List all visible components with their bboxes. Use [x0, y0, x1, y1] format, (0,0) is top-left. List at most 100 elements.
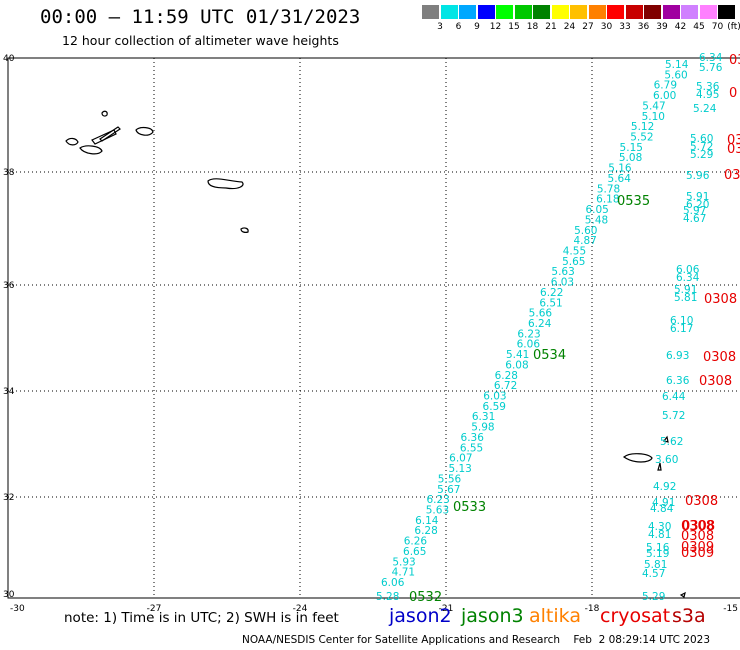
- scale-label: 70: [711, 22, 724, 32]
- swh-value: 6.34: [699, 52, 723, 64]
- pass-time-label: 0309: [681, 546, 714, 561]
- legend-s3a: s3a: [672, 605, 706, 627]
- island-sao-miguel: [207, 178, 244, 190]
- pass-time-label: 0533: [453, 500, 486, 515]
- swh-value: 5.19: [646, 548, 669, 560]
- scale-label: (ft): [727, 22, 740, 32]
- swh-value: 5.28: [376, 591, 399, 603]
- scale-label: 24: [563, 22, 576, 32]
- swh-value: 4.84: [650, 503, 674, 515]
- x-tick-label: -27: [147, 604, 162, 614]
- swh-value: 6.28: [495, 370, 518, 382]
- swh-value: 6.23: [426, 494, 449, 506]
- scale-label: 39: [656, 22, 668, 32]
- legend-jason2: jason2: [389, 605, 452, 627]
- scale-swatch: [533, 5, 550, 19]
- swh-value: 6.03: [551, 277, 574, 289]
- y-tick-label: 38: [3, 168, 15, 178]
- scale-swatch: [477, 5, 495, 19]
- swh-value: 5.14: [665, 59, 689, 71]
- pass-time-label: 030: [727, 142, 740, 157]
- swh-value-labels: 6.064.715.936.656.266.286.145.636.235.67…: [376, 52, 723, 603]
- scale-swatch: [551, 5, 569, 19]
- swh-value: 6.44: [662, 391, 686, 403]
- swh-value: 6.55: [460, 442, 483, 454]
- pass-time-label: 0308: [681, 529, 714, 544]
- scale-label: 6: [455, 22, 462, 32]
- island-desertas: [657, 462, 662, 471]
- scale-label: 15: [508, 22, 520, 32]
- island-faial: [79, 145, 103, 155]
- swh-value: 5.48: [585, 214, 608, 226]
- island-sao-jorge: [99, 126, 121, 142]
- scale-swatch: [514, 5, 532, 19]
- swh-value: 6.07: [449, 453, 472, 465]
- pass-time-label: 030: [724, 168, 740, 183]
- pass-time-label: 0308: [685, 494, 718, 509]
- swh-value: 5.64: [608, 173, 632, 185]
- scale-label: 42: [674, 22, 687, 32]
- footer-note: note: 1) Time is in UTC; 2) SWH is in fe…: [64, 610, 339, 626]
- swh-value: 4.95: [696, 89, 719, 101]
- pass-time-label: 0534: [533, 348, 566, 363]
- swh-value: 5.65: [562, 256, 585, 268]
- swh-value: 5.81: [674, 292, 697, 304]
- swh-value: 5.78: [597, 183, 620, 195]
- swh-value: 6.65: [403, 546, 426, 558]
- y-tick-label: 40: [3, 54, 15, 64]
- axis-tick-labels: -30 -27 -24 -21 -18 -15 30 32 34 36 38 40: [3, 54, 738, 614]
- swh-value: 5.16: [608, 163, 632, 175]
- swh-value: 3.60: [655, 454, 678, 466]
- swh-value: 5.63: [551, 266, 574, 278]
- swh-value: 5.98: [471, 422, 494, 434]
- swh-value: 6.59: [483, 401, 506, 413]
- x-tick-label: -30: [10, 604, 25, 614]
- swh-value: 5.16: [646, 542, 670, 554]
- swh-value: 4.81: [648, 529, 671, 541]
- scale-swatch: [440, 5, 458, 19]
- pass-time-label: 03: [729, 53, 740, 68]
- legend-jason3: jason3: [461, 605, 524, 627]
- map-frame: [7, 57, 740, 599]
- swh-value: 6.05: [585, 204, 608, 216]
- swh-value: 5.62: [660, 436, 683, 448]
- pass-time-labels: 0532053305340535030803080308030803080308…: [409, 53, 740, 605]
- swh-value: 4.91: [652, 497, 675, 509]
- y-tick-label: 34: [3, 387, 15, 397]
- scale-swatch: [459, 5, 476, 19]
- pass-time-label: 0309: [681, 540, 714, 555]
- swh-value: 6.14: [415, 515, 439, 527]
- swh-value: 5.76: [699, 62, 723, 74]
- swh-value: 6.72: [494, 380, 517, 392]
- x-tick-label: -15: [723, 604, 738, 614]
- coastlines: [65, 110, 686, 598]
- scale-swatch: [422, 5, 439, 19]
- swh-value: 6.18: [596, 194, 619, 206]
- swh-value: 5.56: [438, 473, 462, 485]
- pass-time-label: 0308: [682, 519, 715, 534]
- island-selvagens: [679, 591, 686, 598]
- swh-value: 6.34: [676, 272, 700, 284]
- swh-value: 5.41: [506, 349, 529, 361]
- scale-swatch: [699, 5, 717, 19]
- x-tick-label: -24: [293, 604, 308, 614]
- swh-value: 6.31: [472, 411, 495, 423]
- swh-value: 5.15: [620, 142, 643, 154]
- swh-value: 5.60: [574, 225, 597, 237]
- swh-value: 5.24: [693, 103, 717, 115]
- scale-swatch: [570, 5, 587, 19]
- scale-label: 27: [582, 22, 594, 32]
- swh-value: 6.24: [528, 318, 552, 330]
- island-graciosa: [101, 110, 108, 117]
- scale-swatch: [662, 5, 680, 19]
- swh-value: 5.66: [529, 308, 553, 320]
- page-subtitle: 12 hour collection of altimeter wave hei…: [62, 33, 339, 48]
- swh-value: 5.72: [662, 410, 685, 422]
- swh-value: 5.36: [696, 81, 720, 93]
- swh-value: 5.97: [683, 205, 706, 217]
- swh-value: 5.96: [686, 170, 710, 182]
- swh-value: 4.67: [683, 213, 706, 225]
- swh-value: 5.47: [642, 100, 665, 112]
- swh-value: 5.93: [392, 556, 415, 568]
- island-pico: [91, 129, 117, 145]
